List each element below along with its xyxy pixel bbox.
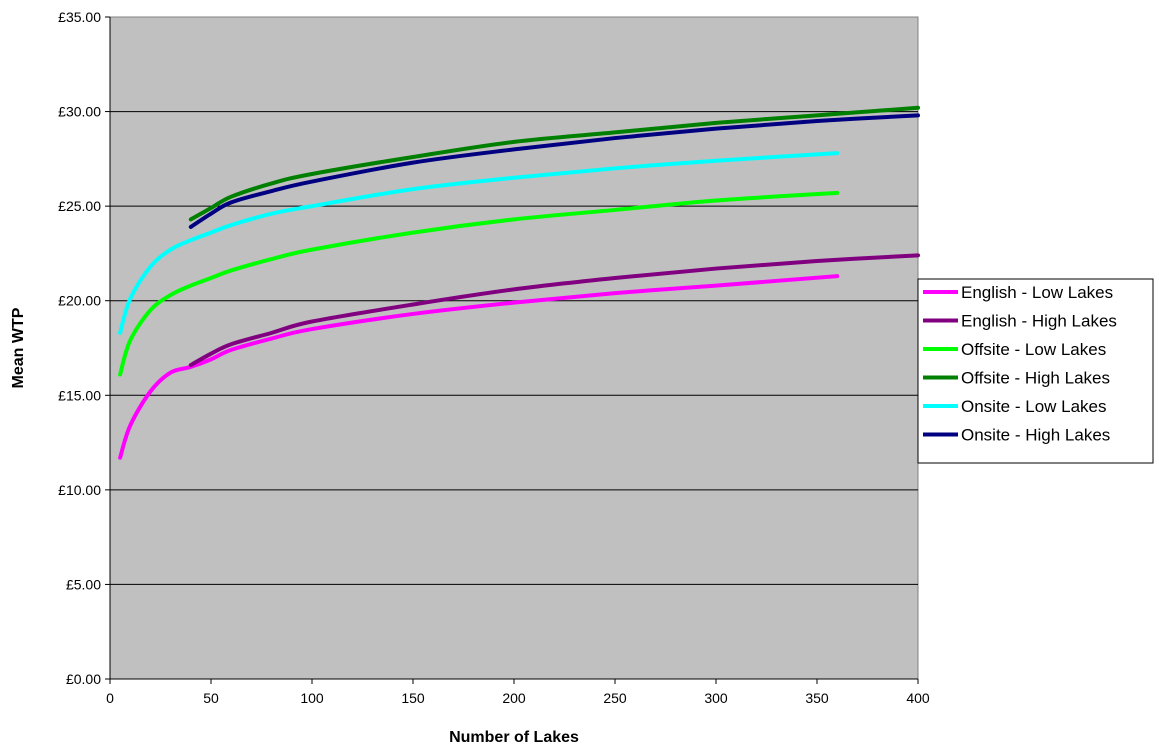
series-line-3 <box>188 105 920 222</box>
x-tick-label: 100 <box>300 690 324 706</box>
y-tick-label: £0.00 <box>66 671 101 687</box>
series-lines <box>118 105 920 460</box>
legend-label-1: English - High Lakes <box>961 312 1117 331</box>
y-tick-label: £20.00 <box>58 293 101 309</box>
y-tick-label: £10.00 <box>58 482 101 498</box>
x-tick-label: 200 <box>502 690 526 706</box>
legend-label-5: Onsite - High Lakes <box>961 426 1110 445</box>
x-tick-label: 400 <box>906 690 930 706</box>
series-line-2 <box>118 190 840 377</box>
legend-label-3: Offsite - High Lakes <box>961 369 1110 388</box>
x-tick-label: 0 <box>106 690 114 706</box>
x-tick-label: 350 <box>805 690 829 706</box>
legend-label-2: Offsite - Low Lakes <box>961 340 1106 359</box>
legend-box <box>917 278 1154 464</box>
series-line-4 <box>118 151 840 335</box>
y-tick-label: £35.00 <box>58 9 101 25</box>
series-line-5 <box>188 113 920 229</box>
x-tick-label: 150 <box>401 690 425 706</box>
legend-label-4: Onsite - Low Lakes <box>961 397 1107 416</box>
x-tick-label: 50 <box>203 690 219 706</box>
grid-lines <box>110 111 918 585</box>
x-tick-label: 250 <box>603 690 627 706</box>
legend-label-0: English - Low Lakes <box>961 283 1113 302</box>
x-tick-label: 300 <box>704 690 728 706</box>
plot-area <box>109 16 919 680</box>
axes: £0.00 £5.00 £10.00 £15.00 £20.00 £25.00 £30.00… <box>58 9 930 706</box>
series-line-1 <box>188 253 920 368</box>
legend: English - Low Lakes English - High Lakes O… <box>917 278 1154 464</box>
y-tick-label: £15.00 <box>58 387 101 403</box>
y-axis-title: Mean WTP <box>10 307 27 388</box>
x-axis-title: Number of Lakes <box>449 729 579 746</box>
y-tick-label: £25.00 <box>58 198 101 214</box>
y-tick-label: £5.00 <box>66 576 101 592</box>
y-tick-label: £30.00 <box>58 104 101 120</box>
series-line-0 <box>118 274 840 460</box>
